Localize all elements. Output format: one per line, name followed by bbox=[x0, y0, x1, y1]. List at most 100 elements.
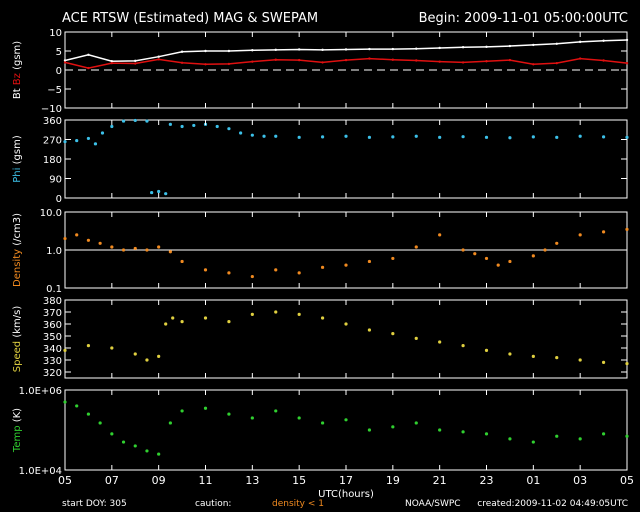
data-point bbox=[133, 246, 137, 251]
data-point bbox=[344, 48, 348, 51]
data-point bbox=[438, 428, 442, 432]
data-point bbox=[63, 400, 67, 404]
data-point bbox=[98, 421, 102, 425]
data-point bbox=[157, 55, 160, 58]
data-point bbox=[344, 322, 348, 326]
data-point bbox=[532, 63, 535, 66]
created-timestamp: created:2009-11-02 04:49:05UTC bbox=[477, 499, 628, 509]
data-point bbox=[625, 135, 629, 139]
data-point bbox=[484, 432, 489, 436]
data-point bbox=[157, 452, 161, 456]
data-point bbox=[87, 66, 90, 70]
data-point bbox=[227, 49, 231, 53]
data-point bbox=[145, 248, 149, 252]
data-point bbox=[461, 61, 465, 64]
x-tick-label: 15 bbox=[292, 474, 306, 487]
y-tick-label: 320 bbox=[43, 368, 62, 379]
data-point bbox=[602, 59, 605, 62]
data-point bbox=[63, 236, 67, 241]
series-bt bbox=[63, 38, 629, 63]
data-point bbox=[555, 135, 559, 139]
data-point bbox=[414, 421, 418, 425]
data-point bbox=[171, 316, 175, 320]
data-point bbox=[320, 316, 325, 320]
series-density bbox=[63, 227, 629, 279]
data-point bbox=[555, 241, 559, 245]
data-point bbox=[508, 44, 512, 48]
data-point bbox=[168, 421, 172, 425]
data-point bbox=[274, 134, 278, 138]
y-axis-label-part: Density bbox=[12, 249, 23, 287]
data-point bbox=[367, 135, 372, 139]
data-point bbox=[274, 58, 277, 61]
x-tick-label: 07 bbox=[105, 474, 119, 487]
data-point bbox=[601, 135, 606, 139]
caution-label: caution: bbox=[195, 499, 231, 509]
panel-phi: 360 270 180 90 0 Phi (gsm) bbox=[12, 116, 629, 205]
data-point bbox=[367, 259, 372, 264]
data-point bbox=[203, 316, 208, 320]
data-point bbox=[461, 344, 465, 348]
x-tick-label: 17 bbox=[339, 474, 353, 487]
data-point bbox=[438, 135, 442, 139]
data-point bbox=[121, 248, 126, 252]
data-point bbox=[508, 259, 512, 264]
data-point bbox=[150, 190, 154, 195]
data-point bbox=[239, 131, 243, 135]
data-point bbox=[461, 135, 465, 139]
data-point bbox=[145, 449, 149, 453]
data-point bbox=[86, 136, 91, 141]
data-point bbox=[367, 428, 372, 432]
data-point bbox=[75, 233, 79, 237]
caution-note: density < 1 bbox=[272, 499, 324, 509]
y-tick-label: −5 bbox=[47, 85, 62, 96]
y-tick-label: −10 bbox=[41, 104, 62, 115]
data-point bbox=[578, 233, 582, 237]
x-tick-label: 13 bbox=[245, 474, 259, 487]
data-point bbox=[215, 124, 219, 129]
data-point bbox=[391, 256, 395, 261]
data-point bbox=[368, 57, 371, 60]
data-point bbox=[157, 189, 161, 194]
data-point bbox=[110, 124, 114, 129]
data-point bbox=[601, 360, 606, 364]
data-point bbox=[204, 49, 207, 53]
data-point bbox=[63, 59, 67, 62]
data-point bbox=[157, 245, 161, 249]
data-point bbox=[75, 404, 79, 408]
x-axis: 05 07 09 11 13 15 17 19 21 23 01 03 05UTC(hours) bbox=[58, 32, 634, 500]
data-point bbox=[532, 43, 535, 47]
data-point bbox=[508, 437, 512, 441]
data-point bbox=[180, 320, 184, 324]
agency: NOAA/SWPC bbox=[405, 499, 461, 509]
y-axis-label-part: Phi bbox=[12, 168, 23, 183]
data-point bbox=[601, 230, 606, 234]
data-point bbox=[320, 421, 325, 425]
y-tick-label: 380 bbox=[43, 296, 62, 307]
x-tick-label: 09 bbox=[152, 474, 166, 487]
data-point bbox=[625, 362, 629, 366]
y-axis-label-part: (gsm) bbox=[12, 41, 23, 73]
y-tick-label: 340 bbox=[43, 344, 62, 355]
x-tick-label: 23 bbox=[480, 474, 494, 487]
y-tick-label: 1.0 bbox=[46, 246, 62, 257]
data-point bbox=[543, 248, 547, 252]
y-axis-label: Phi (gsm) bbox=[12, 135, 23, 183]
data-point bbox=[531, 254, 535, 258]
data-point bbox=[625, 61, 629, 65]
y-axis-label-part: Speed bbox=[12, 341, 23, 372]
data-point bbox=[415, 47, 418, 50]
data-point bbox=[63, 140, 67, 144]
data-point bbox=[110, 60, 114, 63]
data-point bbox=[134, 62, 137, 65]
data-point bbox=[344, 418, 348, 422]
data-point bbox=[110, 432, 114, 436]
y-tick-label: 350 bbox=[43, 332, 62, 343]
data-point bbox=[625, 434, 629, 438]
data-point bbox=[110, 346, 114, 350]
data-point bbox=[496, 263, 500, 267]
data-point bbox=[508, 58, 512, 62]
data-point bbox=[133, 118, 137, 123]
data-point bbox=[297, 48, 301, 51]
